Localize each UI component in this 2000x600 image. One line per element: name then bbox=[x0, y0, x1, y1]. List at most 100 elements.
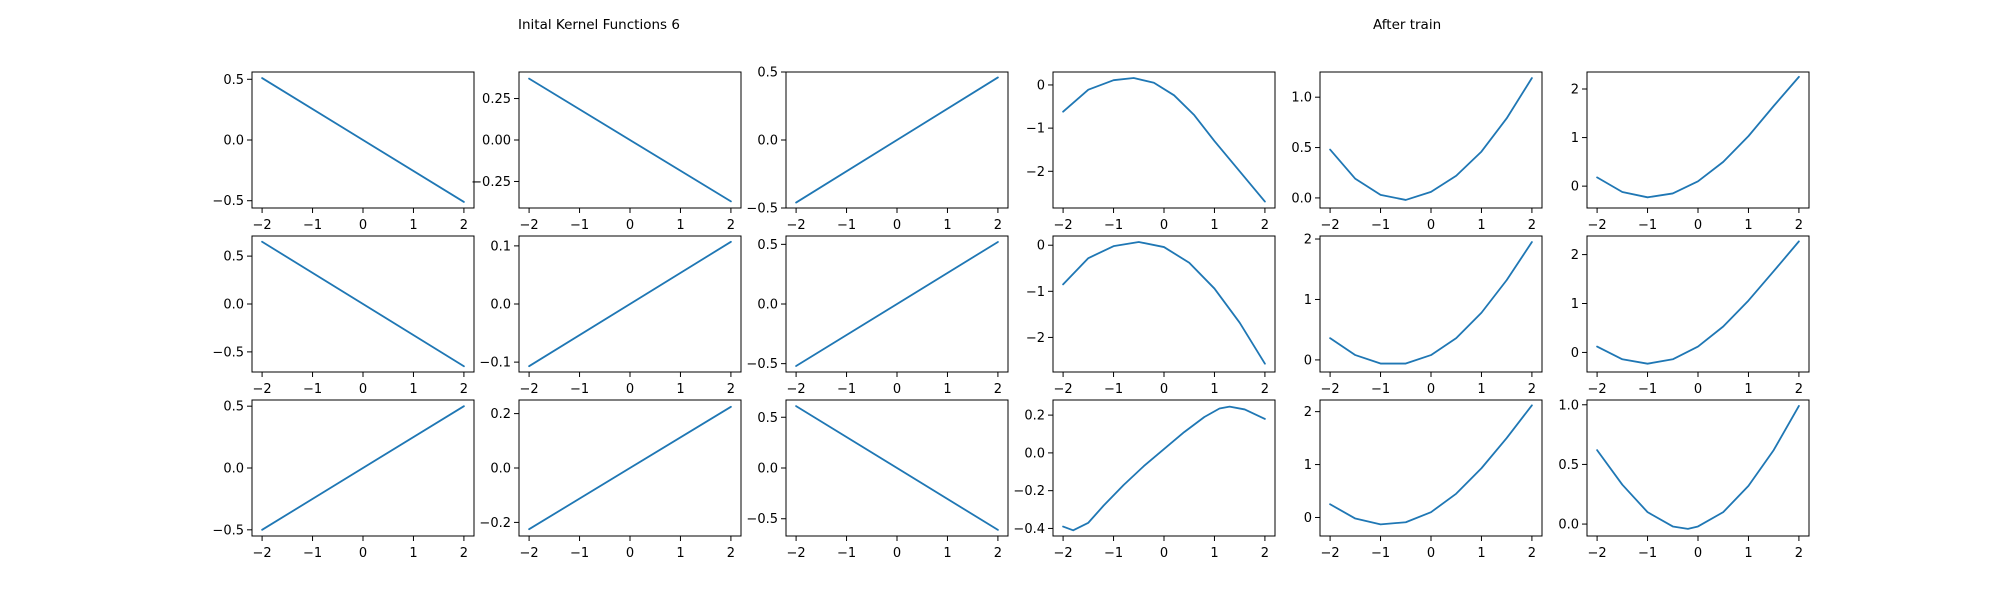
x-tick-label: 2 bbox=[460, 546, 468, 561]
y-tick-label: 0.0 bbox=[223, 134, 244, 149]
x-tick-label: 2 bbox=[994, 218, 1002, 233]
y-tick-label: −0.5 bbox=[212, 194, 244, 209]
x-tick-label: −2 bbox=[1054, 218, 1073, 233]
y-tick-label: −0.5 bbox=[746, 202, 778, 217]
x-tick-label: −1 bbox=[1371, 218, 1390, 233]
subplot-r2-c3: −2 −1 0 1 2 −0.4 −0.2 0.0 0.2 bbox=[1013, 399, 1276, 561]
x-tick-label: 1 bbox=[1744, 546, 1752, 561]
series-line bbox=[1596, 75, 1800, 199]
axes-frame bbox=[1052, 399, 1276, 537]
x-tick-label: −1 bbox=[570, 218, 589, 233]
x-tick-label: 0 bbox=[1694, 546, 1702, 561]
y-tick-label: 0 bbox=[1037, 239, 1045, 254]
y-tick-label: 0.0 bbox=[223, 298, 244, 313]
x-tick-label: −2 bbox=[1321, 546, 1340, 561]
x-tick-label: 2 bbox=[1261, 382, 1269, 397]
series-line bbox=[1329, 77, 1533, 201]
y-tick-label: 0.5 bbox=[223, 250, 244, 265]
axes-frame bbox=[1586, 235, 1810, 373]
x-tick-label: 1 bbox=[1210, 218, 1218, 233]
x-tick-label: 1 bbox=[1744, 382, 1752, 397]
y-tick-label: −0.2 bbox=[479, 516, 511, 531]
x-tick-label: −2 bbox=[1588, 382, 1607, 397]
y-tick-label: 0 bbox=[1037, 78, 1045, 93]
x-tick-label: 0 bbox=[1160, 382, 1168, 397]
series-line bbox=[795, 241, 999, 367]
x-tick-label: −1 bbox=[1638, 382, 1657, 397]
x-tick-label: 1 bbox=[1210, 382, 1218, 397]
y-tick-label: 0 bbox=[1304, 353, 1312, 368]
series-line bbox=[528, 240, 732, 368]
subplot-r0-c3: −2 −1 0 1 2 −2 −1 0 bbox=[1026, 71, 1276, 233]
x-tick-label: 2 bbox=[460, 382, 468, 397]
x-tick-label: −1 bbox=[1371, 546, 1390, 561]
series-line bbox=[1596, 240, 1800, 365]
x-tick-label: 0 bbox=[1427, 546, 1435, 561]
x-tick-label: 2 bbox=[1528, 218, 1536, 233]
x-tick-label: 0 bbox=[893, 218, 901, 233]
x-tick-label: −2 bbox=[1588, 546, 1607, 561]
x-tick-label: −1 bbox=[1638, 546, 1657, 561]
y-tick-label: 1.0 bbox=[1291, 91, 1312, 106]
y-tick-label: 0.25 bbox=[482, 92, 511, 107]
y-tick-label: 0.0 bbox=[223, 462, 244, 477]
y-tick-label: 0.0 bbox=[757, 134, 778, 149]
x-tick-label: 1 bbox=[409, 382, 417, 397]
series-line bbox=[261, 405, 465, 531]
x-tick-label: −1 bbox=[303, 546, 322, 561]
x-tick-label: −1 bbox=[1104, 546, 1123, 561]
x-tick-label: 1 bbox=[1477, 546, 1485, 561]
y-tick-label: −0.25 bbox=[471, 175, 511, 190]
y-tick-label: 0.5 bbox=[1558, 458, 1579, 473]
x-tick-label: 2 bbox=[1261, 218, 1269, 233]
x-tick-label: 0 bbox=[893, 382, 901, 397]
x-tick-label: 1 bbox=[1477, 218, 1485, 233]
x-tick-label: −1 bbox=[1638, 218, 1657, 233]
left-title: Inital Kernel Functions 6 bbox=[518, 17, 680, 33]
y-tick-label: 1 bbox=[1571, 297, 1579, 312]
axes-frame bbox=[1319, 399, 1543, 537]
y-tick-label: −0.5 bbox=[212, 345, 244, 360]
x-tick-label: 1 bbox=[943, 546, 951, 561]
x-tick-label: 0 bbox=[1694, 382, 1702, 397]
series-line bbox=[1062, 77, 1266, 203]
y-tick-label: 0.0 bbox=[490, 462, 511, 477]
y-tick-label: 0.0 bbox=[1024, 446, 1045, 461]
y-tick-label: −0.2 bbox=[1013, 484, 1045, 499]
x-tick-label: 1 bbox=[676, 218, 684, 233]
y-tick-label: 2 bbox=[1571, 248, 1579, 263]
x-tick-label: −1 bbox=[1104, 382, 1123, 397]
x-tick-label: 0 bbox=[359, 218, 367, 233]
y-tick-label: 0.00 bbox=[482, 134, 511, 149]
y-tick-label: −0.5 bbox=[212, 523, 244, 538]
right-title: After train bbox=[1373, 17, 1441, 33]
y-tick-label: 1.0 bbox=[1558, 398, 1579, 413]
x-tick-label: −2 bbox=[1321, 218, 1340, 233]
x-tick-label: 0 bbox=[1160, 546, 1168, 561]
x-tick-label: 0 bbox=[1427, 218, 1435, 233]
x-tick-label: −2 bbox=[1054, 546, 1073, 561]
subplot-r1-c3: −2 −1 0 1 2 −2 −1 0 bbox=[1026, 235, 1276, 397]
series-line bbox=[1062, 241, 1266, 365]
x-tick-label: 0 bbox=[626, 546, 634, 561]
y-tick-label: 0.5 bbox=[1291, 141, 1312, 156]
x-tick-label: 0 bbox=[1694, 218, 1702, 233]
x-tick-label: −2 bbox=[787, 546, 806, 561]
x-tick-label: −1 bbox=[303, 218, 322, 233]
x-tick-label: −2 bbox=[253, 546, 272, 561]
y-tick-label: 1 bbox=[1304, 458, 1312, 473]
x-tick-label: 2 bbox=[1528, 382, 1536, 397]
y-tick-label: 0.5 bbox=[757, 411, 778, 426]
x-tick-label: 0 bbox=[359, 546, 367, 561]
y-tick-label: −0.5 bbox=[746, 357, 778, 372]
subplot-r0-c5: −2 −1 0 1 2 0 1 2 bbox=[1571, 71, 1810, 233]
y-tick-label: 2 bbox=[1571, 83, 1579, 98]
axes-frame bbox=[1052, 235, 1276, 373]
series-line bbox=[795, 76, 999, 204]
axes-frame bbox=[1319, 71, 1543, 209]
x-tick-label: 2 bbox=[994, 546, 1002, 561]
subplot-r2-c0: −2 −1 0 1 2 −0.5 0.0 0.5 bbox=[212, 399, 475, 561]
subplot-r0-c2: −2 −1 0 1 2 −0.5 0.0 0.5 bbox=[746, 66, 1009, 233]
y-tick-label: 1 bbox=[1304, 293, 1312, 308]
